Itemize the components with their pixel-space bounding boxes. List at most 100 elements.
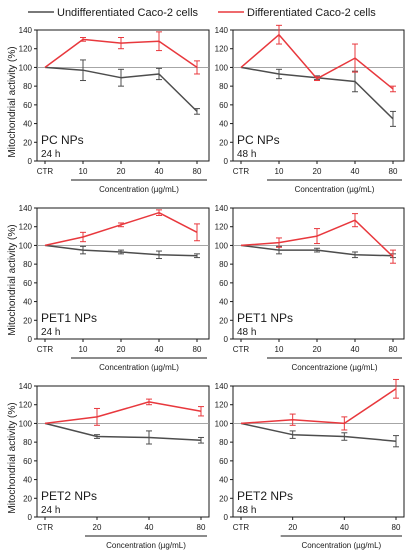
y-tick-label: 100: [19, 241, 33, 250]
x-tick-label: 40: [155, 345, 164, 354]
x-tick-label: 20: [313, 167, 322, 176]
y-tick-label: 140: [215, 382, 229, 391]
y-tick-label: 80: [219, 260, 228, 269]
y-tick-label: 120: [19, 45, 33, 54]
panel-label: PC NPs: [41, 133, 84, 147]
x-tick-label: 20: [117, 345, 126, 354]
legend-label-undiff: Undifferentiated Caco-2 cells: [57, 7, 199, 19]
y-tick-label: 80: [219, 82, 228, 91]
panel-time-label: 48 h: [237, 327, 256, 338]
x-tick-label: CTR: [233, 167, 250, 176]
y-tick-label: 40: [219, 476, 228, 485]
y-tick-label: 100: [19, 419, 33, 428]
x-tick-label: 20: [288, 523, 297, 532]
x-tick-label: 10: [275, 345, 284, 354]
plot-frame: [232, 207, 405, 340]
panel-3: 0 20 40 60 80 100 120 140 CTR 10 20 40 80 Concentrati…: [19, 204, 210, 372]
x-tick-label: 10: [275, 167, 284, 176]
row-2-ylabel: Mitochondrial activity (%): [7, 224, 18, 335]
x-tick-label: 40: [340, 523, 349, 532]
series-line-undiff: [240, 66, 394, 120]
panel-6: 0 20 40 60 80 100 120 140 CTR 20 40 80 Concentration…: [215, 378, 405, 550]
y-tick-label: 120: [215, 45, 229, 54]
y-tick-label: 140: [19, 26, 33, 35]
x-tick-label: 80: [193, 167, 202, 176]
panel-time-label: 24 h: [41, 505, 60, 516]
panel-label: PET2 NPs: [237, 489, 293, 503]
y-tick-label: 60: [219, 279, 228, 288]
x-tick-label: 80: [392, 523, 401, 532]
series-line-undiff: [240, 422, 397, 442]
x-tick-label: 20: [117, 167, 126, 176]
series-line-diff: [44, 211, 198, 247]
legend-label-diff: Differentiated Caco-2 cells: [247, 7, 376, 19]
y-tick-label: 60: [219, 457, 228, 466]
row-3-ylabel: Mitochondrial activity (%): [7, 402, 18, 513]
x-axis-label: Concentration (µg/mL): [301, 541, 381, 550]
series-line-diff: [44, 401, 202, 425]
row-1-ylabel: Mitochondrial activity (%): [7, 46, 18, 157]
plot-frame: [36, 29, 210, 162]
plot-frame: [36, 385, 210, 518]
y-tick-label: 100: [19, 63, 33, 72]
y-tick-label: 40: [219, 120, 228, 129]
x-tick-label: 20: [313, 345, 322, 354]
y-tick-label: 120: [215, 401, 229, 410]
y-tick-label: 140: [215, 204, 229, 213]
x-tick-label: 80: [389, 345, 398, 354]
y-tick-label: 20: [23, 138, 32, 147]
y-tick-label: 40: [23, 120, 32, 129]
y-tick-label: 0: [28, 513, 33, 522]
y-tick-label: 0: [224, 157, 229, 166]
y-tick-label: 20: [219, 316, 228, 325]
panel-time-label: 48 h: [237, 149, 256, 160]
y-tick-label: 100: [215, 63, 229, 72]
y-tick-label: 60: [23, 101, 32, 110]
panel-5: 0 20 40 60 80 100 120 140 CTR 20 40 80 Concentration…: [19, 382, 210, 550]
y-tick-label: 120: [215, 223, 229, 232]
x-axis-label: Concentration (µg/mL): [99, 185, 179, 194]
y-tick-label: 60: [23, 457, 32, 466]
y-tick-label: 20: [23, 316, 32, 325]
y-tick-label: 80: [23, 260, 32, 269]
y-tick-label: 140: [19, 382, 33, 391]
x-tick-label: 40: [351, 167, 360, 176]
y-tick-label: 140: [215, 26, 229, 35]
x-axis-label: Concentrazione (µg/mL): [292, 363, 378, 372]
panel-time-label: 48 h: [237, 505, 256, 516]
y-tick-label: 140: [19, 204, 33, 213]
x-axis-label: Concentration (µg/mL): [99, 363, 179, 372]
y-axis-label: Mitochondrial activity (%): [7, 224, 18, 335]
panel-time-label: 24 h: [41, 149, 60, 160]
x-axis-label: Concentration (µg/mL): [295, 185, 375, 194]
panel-label: PET1 NPs: [41, 311, 97, 325]
panel-label: PC NPs: [237, 133, 280, 147]
plot-frame: [232, 29, 405, 162]
y-tick-label: 0: [224, 513, 229, 522]
series-line-diff: [240, 388, 397, 425]
panel-label: PET1 NPs: [237, 311, 293, 325]
y-tick-label: 60: [219, 101, 228, 110]
x-tick-label: 10: [79, 167, 88, 176]
x-axis-label: Concentration (µg/mL): [106, 541, 186, 550]
y-tick-label: 0: [224, 335, 229, 344]
x-tick-label: 80: [193, 345, 202, 354]
panel-1: 0 20 40 60 80 100 120 140 CTR 10 20 40 80 Concentrati…: [19, 26, 210, 194]
x-tick-label: 80: [197, 523, 206, 532]
x-tick-label: 40: [155, 167, 164, 176]
y-tick-label: 100: [215, 419, 229, 428]
y-tick-label: 20: [219, 494, 228, 503]
x-tick-label: CTR: [233, 523, 250, 532]
y-tick-label: 120: [19, 223, 33, 232]
plot-frame: [36, 207, 210, 340]
panel-2: 0 20 40 60 80 100 120 140 CTR 10 20 40 80 Concentrati…: [215, 24, 405, 194]
x-tick-label: 40: [145, 523, 154, 532]
y-tick-label: 60: [23, 279, 32, 288]
x-tick-label: CTR: [37, 167, 54, 176]
y-tick-label: 120: [19, 401, 33, 410]
legend: Undifferentiated Caco-2 cells Differenti…: [28, 7, 376, 19]
x-tick-label: CTR: [37, 345, 54, 354]
panel-label: PET2 NPs: [41, 489, 97, 503]
y-tick-label: 0: [28, 335, 33, 344]
x-tick-label: 10: [79, 345, 88, 354]
